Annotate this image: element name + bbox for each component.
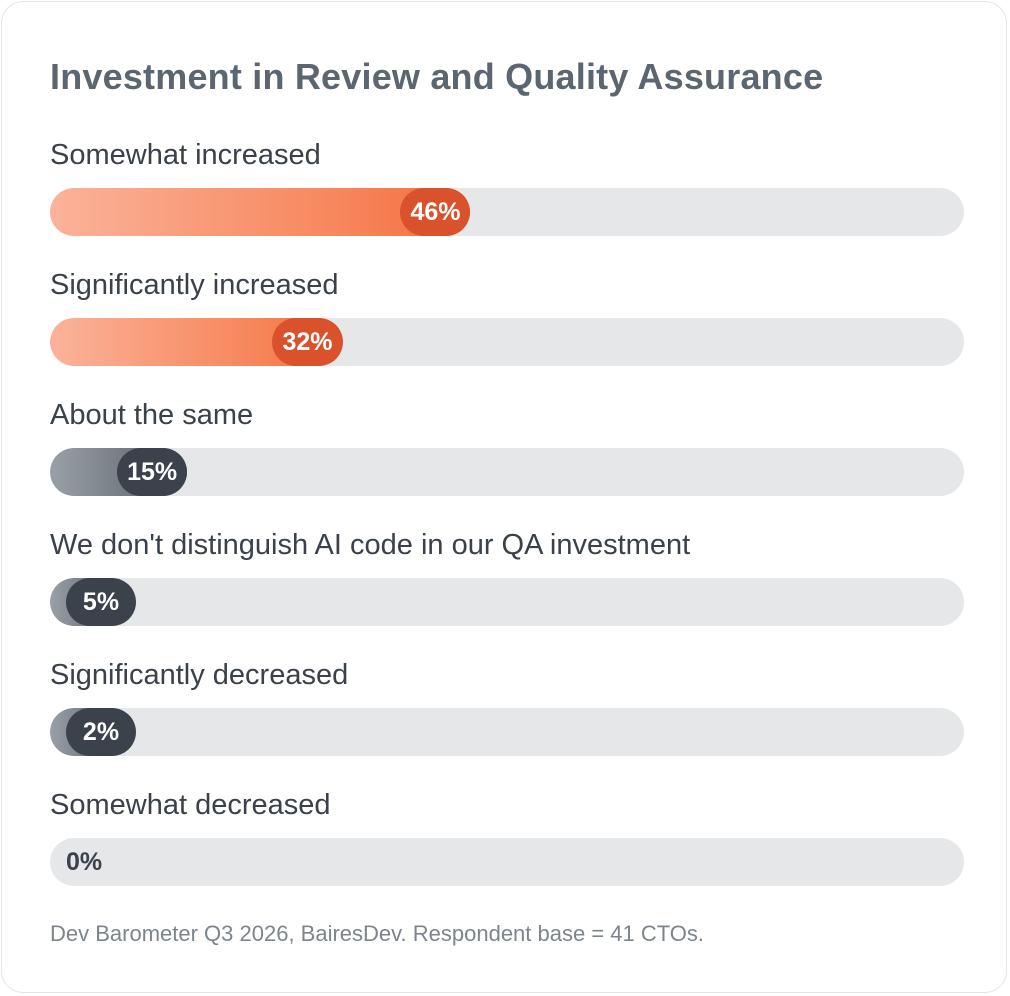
bar-row: About the same 15%	[50, 392, 964, 522]
bar-fill	[50, 188, 471, 236]
bar-row: Significantly decreased 2%	[50, 652, 964, 782]
bar-value-label: 46%	[400, 188, 471, 236]
bar-category-label: Somewhat decreased	[50, 789, 331, 821]
source-footnote: Dev Barometer Q3 2026, BairesDev. Respon…	[50, 921, 705, 946]
bar-track: 32%	[50, 318, 964, 366]
bar-category-label: Somewhat increased	[50, 139, 321, 171]
bar-category-label: About the same	[50, 399, 254, 431]
bar-row: Somewhat decreased 0%	[50, 782, 964, 912]
bar-category-label: Significantly decreased	[50, 659, 349, 691]
bar-list: Somewhat increased 46% Significantly incre…	[50, 132, 964, 912]
bar-category-label: Significantly increased	[50, 269, 339, 301]
bar-track: 2%	[50, 708, 964, 756]
bar-track: 15%	[50, 448, 964, 496]
bar-value-label: 32%	[272, 318, 343, 366]
bar-value-label: 5%	[66, 578, 136, 626]
bar-track: 5%	[50, 578, 964, 626]
bar-category-label: We don't distinguish AI code in our QA i…	[50, 529, 691, 561]
bar-row: We don't distinguish AI code in our QA i…	[50, 522, 964, 652]
bar-row: Significantly increased 32%	[50, 262, 964, 392]
bar-row: Somewhat increased 46%	[50, 132, 964, 262]
bar-value-label: 15%	[117, 448, 188, 496]
bar-value-label: 0%	[66, 847, 103, 876]
bar-track: 46%	[50, 188, 964, 236]
chart-title: Investment in Review and Quality Assuran…	[50, 56, 824, 97]
bar-track: 0%	[50, 838, 964, 886]
bar-value-label: 2%	[66, 708, 136, 756]
